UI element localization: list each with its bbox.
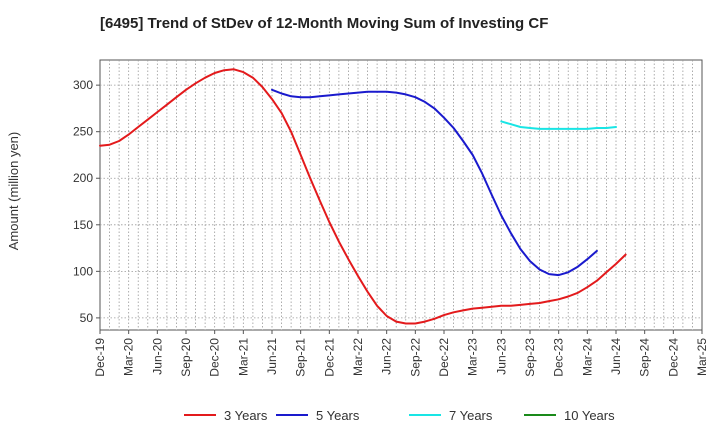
legend-label: 10 Years bbox=[564, 408, 615, 423]
x-tick-label: Dec-19 bbox=[93, 338, 107, 377]
x-tick-label: Sep-22 bbox=[408, 338, 422, 377]
x-tick-label: Dec-23 bbox=[552, 338, 566, 377]
legend-item: 7 Years bbox=[409, 408, 493, 423]
x-axis-ticks: Dec-19 Mar-20 Jun-20 Sep-20 Dec-20 Mar-21 Jun-… bbox=[93, 330, 709, 377]
series-lines bbox=[99, 68, 627, 325]
y-tick-label: 150 bbox=[73, 218, 93, 232]
x-tick-label: Jun-20 bbox=[150, 338, 164, 375]
legend-item: 10 Years bbox=[524, 408, 615, 423]
x-tick-label: Jun-21 bbox=[265, 338, 279, 375]
y-tick-label: 250 bbox=[73, 125, 93, 139]
y-tick-label: 100 bbox=[73, 264, 93, 278]
x-tick-label: Mar-23 bbox=[466, 338, 480, 376]
y-axis-label: Amount (million yen) bbox=[6, 132, 21, 251]
legend-label: 5 Years bbox=[316, 408, 360, 423]
x-tick-label: Sep-23 bbox=[523, 338, 537, 377]
x-tick-label: Sep-24 bbox=[638, 338, 652, 377]
legend-label: 7 Years bbox=[449, 408, 493, 423]
x-tick-label: Jun-24 bbox=[609, 338, 623, 375]
series-line-3-years bbox=[99, 68, 627, 325]
x-tick-label: Dec-22 bbox=[437, 338, 451, 377]
x-tick-label: Mar-22 bbox=[351, 338, 365, 376]
x-tick-label: Dec-21 bbox=[322, 338, 336, 377]
x-tick-label: Sep-20 bbox=[179, 338, 193, 377]
series-line-5-years bbox=[271, 88, 598, 277]
x-tick-label: Mar-24 bbox=[580, 338, 594, 376]
x-tick-label: Jun-22 bbox=[380, 338, 394, 375]
chart-title: [6495] Trend of StDev of 12-Month Moving… bbox=[100, 15, 548, 32]
x-tick-label: Dec-20 bbox=[208, 338, 222, 377]
x-tick-label: Jun-23 bbox=[494, 338, 508, 375]
x-tick-label: Dec-24 bbox=[666, 338, 680, 377]
x-tick-label: Mar-25 bbox=[695, 338, 709, 376]
grid-lines bbox=[100, 60, 702, 330]
x-tick-label: Sep-21 bbox=[294, 338, 308, 377]
series-line-7-years bbox=[500, 120, 617, 130]
y-tick-label: 50 bbox=[80, 311, 94, 325]
plot-area bbox=[99, 59, 703, 331]
legend-label: 3 Years bbox=[224, 408, 268, 423]
legend-item: 3 Years bbox=[184, 408, 268, 423]
y-axis-ticks: 50 100 150 200 250 300 bbox=[73, 78, 100, 325]
legend: 3 Years 5 Years 7 Years 10 Years bbox=[184, 408, 615, 423]
legend-item: 5 Years bbox=[276, 408, 360, 423]
y-tick-label: 200 bbox=[73, 171, 93, 185]
x-tick-label: Mar-21 bbox=[236, 338, 250, 376]
x-tick-label: Mar-20 bbox=[122, 338, 136, 376]
y-tick-label: 300 bbox=[73, 78, 93, 92]
